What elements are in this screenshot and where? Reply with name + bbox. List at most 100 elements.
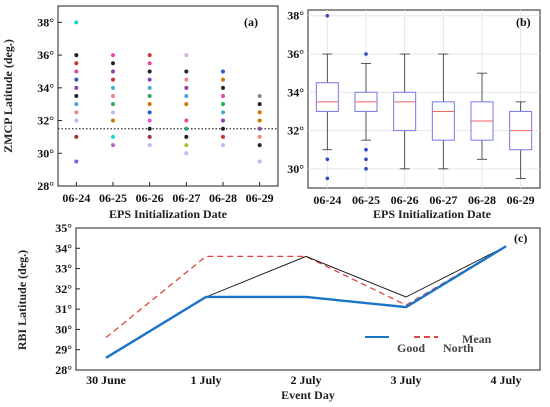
panel-b-x-tick-label: 06-27 — [429, 193, 457, 207]
panel-c-x-tick-label: 1 July — [190, 373, 221, 387]
panel-a-data-point — [111, 77, 115, 82]
panel-a-y-tick-label: 30° — [37, 146, 54, 160]
panel-a-y-axis-title: ZMCP Latitude (deg.) — [1, 39, 15, 153]
panel-b-y-tick-label: 38° — [287, 9, 304, 23]
panel-a-x-axis-title: EPS Initialization Date — [109, 207, 228, 221]
panel-c-legend-label-good: Good — [397, 341, 425, 355]
panel-c-x-tick-label: 4 July — [490, 373, 521, 387]
panel-a-data-point — [147, 102, 152, 107]
panel-a-data-point — [147, 61, 152, 66]
panel-c-y-tick-label: 31° — [55, 302, 72, 316]
panel-b-boxplot: 30°32°34°36°38° 06-24 06-25 06-26 06-27 06-2… — [287, 9, 541, 221]
panel-a-data-point — [257, 134, 262, 139]
panel-a-data-point — [147, 118, 152, 123]
panel-c-y-tick-label: 32° — [55, 282, 72, 296]
panel-c-y-tick-label: 33° — [55, 262, 72, 276]
panel-a-data-point — [147, 110, 152, 115]
panel-a-data-point — [147, 77, 152, 82]
panel-a-y-tick-label: 36° — [37, 48, 54, 62]
panel-c-y-tick-label: 34° — [55, 241, 72, 255]
panel-c-legend-label-north: North — [443, 341, 474, 355]
panel-a-data-point — [74, 69, 79, 74]
panel-a-data-point — [111, 69, 115, 74]
panel-a-data-point — [184, 77, 189, 82]
panel-a-x-tick-label: 06-27 — [172, 191, 200, 205]
panel-b-x-tick-label: 06-26 — [391, 193, 419, 207]
panel-a-data-point — [257, 110, 262, 115]
panel-c-label: (c) — [514, 231, 527, 245]
panel-a-data-point — [221, 85, 225, 90]
panel-b-outlier — [364, 147, 368, 152]
panel-b-x-tick-label: 06-29 — [507, 193, 535, 207]
panel-a-data-point — [74, 134, 79, 139]
panel-c-x-tick-label: 2 July — [290, 373, 321, 387]
panel-c-line: 28° 29° 30° 31° 32° 33° 34° 35° 30 June 1 July 2 … — [15, 221, 541, 402]
panel-a-data-point — [147, 126, 152, 131]
panel-b-y-ticks: 30° 32° 34° 36° 38° — [287, 9, 304, 176]
panel-a-data-point — [74, 77, 79, 82]
panel-c-x-axis-title: Event Day — [281, 388, 335, 402]
panel-a-data-point — [184, 143, 189, 148]
panel-a-data-point — [74, 53, 79, 58]
panel-b-box — [315, 82, 339, 112]
panel-a-data-point — [74, 110, 79, 115]
panel-a-x-tick-label: 06-26 — [136, 191, 164, 205]
panel-a-data-point — [257, 126, 262, 131]
panel-a-data-point — [111, 61, 115, 66]
panel-b-frame — [307, 9, 541, 189]
panel-b-boxes — [315, 13, 533, 181]
panel-a-y-tick-label: 34° — [37, 81, 54, 95]
panel-c-y-tick-label: 30° — [55, 322, 72, 336]
panel-a-data-point — [184, 118, 189, 123]
panel-c-legend-label-mean: Mean — [462, 332, 492, 346]
panel-b-label: (b) — [516, 15, 531, 29]
panel-b-outlier — [325, 176, 330, 181]
panel-a-data-point — [147, 53, 152, 58]
panel-a-data-point — [257, 143, 262, 148]
panel-a-data-point — [147, 134, 152, 139]
panel-a-data-point — [74, 20, 79, 25]
panel-b-y-tick-label: 34° — [287, 85, 304, 99]
panel-b-x-ticks: 06-24 06-25 06-26 06-27 06-28 06-29 — [313, 193, 534, 207]
panel-a-data-point — [184, 94, 189, 98]
panel-a-data-point — [221, 143, 225, 148]
panel-a-data-point — [147, 85, 152, 90]
panel-a-data-point — [147, 69, 152, 74]
panel-a-data-point — [147, 94, 152, 98]
panel-c-y-tick-label: 35° — [55, 221, 72, 235]
panel-b-box — [393, 91, 417, 132]
panel-a-data-point — [257, 102, 262, 107]
panel-c-series — [105, 245, 507, 359]
panel-a-data-point — [221, 126, 225, 131]
panel-a-data-point — [74, 118, 79, 123]
panel-a-data-point — [111, 85, 115, 90]
panel-a-y-tick-label: 28° — [37, 179, 54, 193]
panel-a-data-point — [184, 85, 189, 90]
panel-a-data-point — [221, 69, 225, 74]
panel-a-data-point — [74, 85, 79, 90]
panel-c-y-axis-title: RBI Latitude (deg.) — [15, 250, 29, 350]
panel-b-x-axis-title: EPS Initialization Date — [373, 207, 492, 221]
panel-a-x-ticks: 06-24 06-25 06-26 06-27 06-28 06-29 — [62, 182, 274, 205]
panel-c-x-tick-label: 30 June — [86, 373, 126, 387]
panel-a-y-tick-label: 32° — [37, 114, 54, 128]
panel-c-x-ticks: 30 June 1 July 2 July 3 July 4 July — [86, 373, 521, 387]
panel-a-data-point — [184, 53, 189, 58]
panel-b-outlier — [364, 52, 368, 56]
panel-a-data-point — [111, 143, 115, 148]
panel-a-data-point — [111, 53, 115, 58]
panel-a-data-point — [221, 110, 225, 115]
panel-b-y-tick-label: 36° — [287, 47, 304, 61]
panel-a-data-point — [74, 61, 79, 66]
panel-a-data-point — [221, 134, 225, 139]
panel-b-outlier — [325, 13, 330, 18]
panel-c-y-tick-label: 28° — [55, 363, 72, 377]
panel-a-data-point — [184, 126, 189, 131]
panel-a-data-point — [147, 143, 152, 148]
panel-a-data-point — [221, 102, 225, 107]
panel-a-data-point — [184, 151, 189, 156]
panel-b-x-tick-label: 06-25 — [352, 193, 380, 207]
panel-a-points — [74, 20, 262, 164]
panel-a-data-point — [184, 102, 189, 107]
